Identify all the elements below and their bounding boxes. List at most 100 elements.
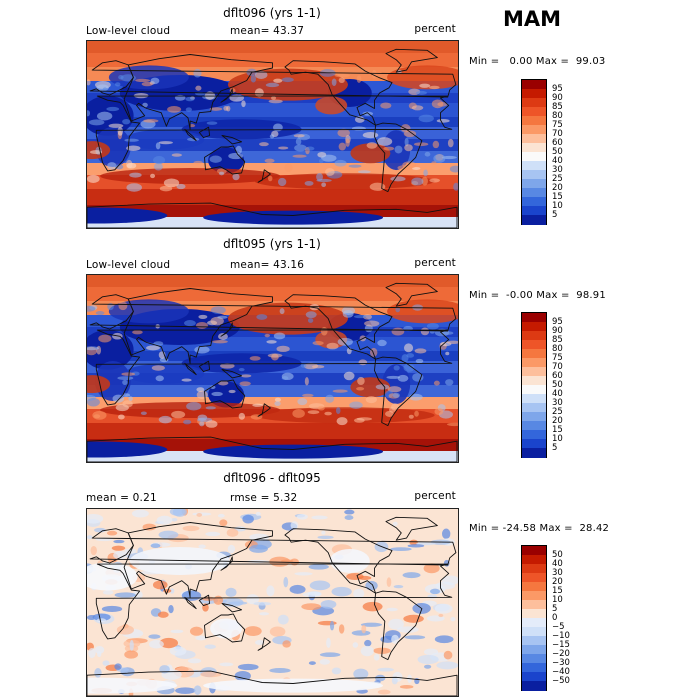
- colorbar-swatch: [522, 555, 546, 565]
- colorbar-swatch: [522, 331, 546, 341]
- panel-1-map: [86, 40, 459, 229]
- colorbar-tick-label: −30: [552, 658, 570, 668]
- colorbar-tick-label: −40: [552, 667, 570, 677]
- colorbar-tick-label: 80: [552, 344, 563, 354]
- colorbar-swatch: [522, 591, 546, 601]
- colorbar-swatch: [522, 179, 546, 189]
- colorbar-swatch: [522, 403, 546, 413]
- panel-2-map-canvas: [87, 275, 458, 462]
- colorbar-tick-label: 10: [552, 595, 563, 605]
- panel-2-minmax: Min = -0.00 Max = 98.91: [469, 290, 606, 301]
- panel-3-units-label: percent: [414, 490, 456, 502]
- panel-1-units-label: percent: [414, 23, 456, 35]
- colorbar-swatch: [522, 672, 546, 682]
- colorbar-swatch: [522, 188, 546, 198]
- season-label: MAM: [502, 7, 562, 31]
- colorbar-swatch: [522, 546, 546, 556]
- colorbar-tick-label: 85: [552, 335, 563, 345]
- colorbar-tick-label: −10: [552, 631, 570, 641]
- colorbar-swatch: [522, 322, 546, 332]
- colorbar-swatch: [522, 340, 546, 350]
- colorbar-swatch: [522, 412, 546, 422]
- panel-1-minmax: Min = 0.00 Max = 99.03: [469, 56, 606, 67]
- panel-3-colorbar: [521, 545, 547, 691]
- panel-2-mean-label: mean= 43.16: [230, 259, 305, 271]
- colorbar-tick-label: −5: [552, 622, 565, 632]
- colorbar-swatch: [522, 430, 546, 440]
- colorbar-tick-label: 20: [552, 577, 563, 587]
- panel-1-title: dflt096 (yrs 1-1): [223, 6, 321, 20]
- colorbar-swatch: [522, 116, 546, 126]
- colorbar-tick-label: 25: [552, 174, 563, 184]
- colorbar-tick-label: −20: [552, 649, 570, 659]
- colorbar-swatch: [522, 89, 546, 99]
- colorbar-swatch: [522, 439, 546, 449]
- colorbar-swatch: [522, 98, 546, 108]
- colorbar-swatch: [522, 358, 546, 368]
- colorbar-tick-label: 10: [552, 201, 563, 211]
- colorbar-swatch: [522, 80, 546, 90]
- colorbar-tick-label: 0: [552, 613, 558, 623]
- colorbar-swatch: [522, 152, 546, 162]
- colorbar-swatch: [522, 170, 546, 180]
- colorbar-tick-label: 40: [552, 156, 563, 166]
- colorbar-tick-label: 85: [552, 102, 563, 112]
- panel-2-units-label: percent: [414, 257, 456, 269]
- colorbar-tick-label: 5: [552, 604, 558, 614]
- colorbar-swatch: [522, 448, 546, 458]
- colorbar-swatch: [522, 582, 546, 592]
- colorbar-swatch: [522, 349, 546, 359]
- colorbar-swatch: [522, 367, 546, 377]
- colorbar-swatch: [522, 125, 546, 135]
- panel-2-title: dflt095 (yrs 1-1): [223, 237, 321, 251]
- colorbar-tick-label: 5: [552, 443, 558, 453]
- colorbar-swatch: [522, 573, 546, 583]
- panel-2-variable-label: Low-level cloud: [86, 259, 171, 271]
- colorbar-tick-label: 60: [552, 138, 563, 148]
- colorbar-tick-label: 5: [552, 210, 558, 220]
- colorbar-tick-label: 90: [552, 326, 563, 336]
- colorbar-swatch: [522, 600, 546, 610]
- colorbar-tick-label: 75: [552, 120, 563, 130]
- colorbar-tick-label: 15: [552, 425, 563, 435]
- colorbar-swatch: [522, 681, 546, 691]
- colorbar-swatch: [522, 385, 546, 395]
- colorbar-tick-label: 10: [552, 434, 563, 444]
- colorbar-swatch: [522, 645, 546, 655]
- colorbar-tick-label: 20: [552, 416, 563, 426]
- colorbar-swatch: [522, 394, 546, 404]
- colorbar-swatch: [522, 654, 546, 664]
- colorbar-tick-label: 40: [552, 559, 563, 569]
- colorbar-tick-label: 50: [552, 550, 563, 560]
- colorbar-swatch: [522, 609, 546, 619]
- colorbar-swatch: [522, 215, 546, 225]
- colorbar-tick-label: 50: [552, 380, 563, 390]
- colorbar-tick-label: 50: [552, 147, 563, 157]
- colorbar-swatch: [522, 134, 546, 144]
- colorbar-swatch: [522, 107, 546, 117]
- colorbar-swatch: [522, 313, 546, 323]
- colorbar-tick-label: 15: [552, 192, 563, 202]
- panel-3-title: dflt096 - dflt095: [223, 471, 321, 485]
- colorbar-swatch: [522, 376, 546, 386]
- colorbar-swatch: [522, 564, 546, 574]
- colorbar-swatch: [522, 636, 546, 646]
- colorbar-swatch: [522, 627, 546, 637]
- colorbar-tick-label: −50: [552, 676, 570, 686]
- colorbar-swatch: [522, 206, 546, 216]
- colorbar-tick-label: 70: [552, 362, 563, 372]
- colorbar-tick-label: 30: [552, 398, 563, 408]
- colorbar-tick-label: 95: [552, 84, 563, 94]
- colorbar-tick-label: 25: [552, 407, 563, 417]
- panel-1-variable-label: Low-level cloud: [86, 25, 171, 37]
- colorbar-tick-label: −15: [552, 640, 570, 650]
- panel-3-mean-label: mean = 0.21: [86, 492, 157, 504]
- colorbar-tick-label: 60: [552, 371, 563, 381]
- colorbar-swatch: [522, 421, 546, 431]
- colorbar-swatch: [522, 143, 546, 153]
- colorbar-swatch: [522, 197, 546, 207]
- panel-1-map-canvas: [87, 41, 458, 228]
- colorbar-tick-label: 75: [552, 353, 563, 363]
- panel-3-rmse-label: rmse = 5.32: [230, 492, 298, 504]
- colorbar-tick-label: 70: [552, 129, 563, 139]
